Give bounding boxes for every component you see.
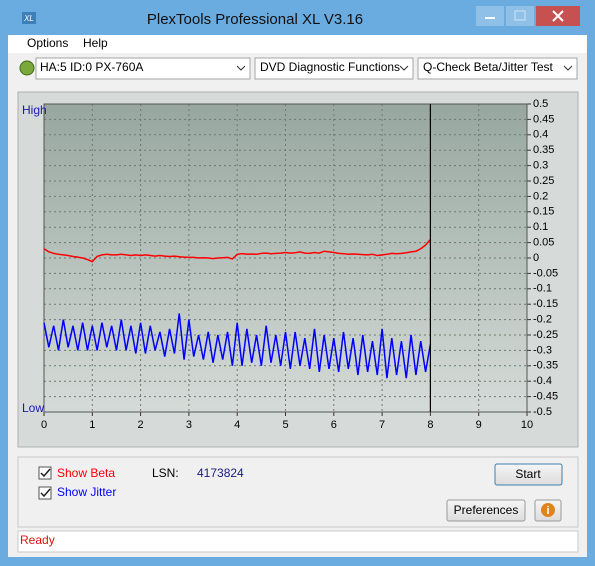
data-line xyxy=(43,313,432,379)
y-tick-label: 0.35 xyxy=(533,144,554,156)
y-tick-label: -0.5 xyxy=(533,406,552,418)
combo-arrow xyxy=(399,65,409,71)
info-icon xyxy=(541,503,555,517)
y-tick-label: -0.25 xyxy=(533,329,558,341)
test-combo[interactable] xyxy=(417,57,578,80)
checkmark xyxy=(40,488,51,498)
y-tick-label: -0.2 xyxy=(533,314,552,326)
x-tick-label: 2 xyxy=(138,419,144,431)
window-title: PlexTools Professional XL V3.16 xyxy=(147,11,363,28)
menu-item[interactable]: Options xyxy=(27,36,68,50)
y-tick-label: -0.4 xyxy=(533,375,552,387)
y-tick-label: 0 xyxy=(533,252,539,264)
menu-bar xyxy=(8,35,587,53)
y-tick-label: 0.15 xyxy=(533,206,554,218)
x-tick-label: 6 xyxy=(331,419,337,431)
y-tick-label: -0.45 xyxy=(533,391,558,403)
y-tick-label: -0.3 xyxy=(533,344,552,356)
low-label: Low xyxy=(22,401,44,415)
y-tick-label: -0.15 xyxy=(533,298,558,310)
show-jitter-label[interactable]: Show Jitter xyxy=(57,485,116,499)
lsn-label: LSN: xyxy=(152,466,179,480)
start-button-text: Start xyxy=(515,467,541,481)
y-tick-label: 0.3 xyxy=(533,160,548,172)
y-tick-label: 0.2 xyxy=(533,190,548,202)
x-tick-label: 8 xyxy=(427,419,433,431)
x-tick-label: 5 xyxy=(282,419,288,431)
combo-arrow xyxy=(563,65,573,71)
show-beta-label[interactable]: Show Beta xyxy=(57,466,115,480)
y-tick-label: 0.25 xyxy=(533,175,554,187)
drive-icon xyxy=(19,60,35,76)
y-tick-label: -0.35 xyxy=(533,360,558,372)
chart: 0.5 0.45 0.4 0.35 0.3 0.25 0.2 0.15 0.1 0.05 0 -0.0… xyxy=(41,98,558,431)
x-tick-label: 10 xyxy=(521,419,533,431)
x-tick-label: 7 xyxy=(379,419,385,431)
maximize-button[interactable] xyxy=(506,6,534,26)
y-tick-label: 0.1 xyxy=(533,221,548,233)
info-icon-text: i xyxy=(546,505,549,517)
y-tick-label: 0.4 xyxy=(533,129,548,141)
close-icon xyxy=(552,10,564,22)
x-tick-label: 4 xyxy=(234,419,240,431)
data-line xyxy=(43,239,431,263)
app-icon-text: XL xyxy=(23,14,34,23)
preferences-button-text: Preferences xyxy=(454,503,519,517)
y-tick-label: -0.1 xyxy=(533,283,552,295)
function-combo[interactable] xyxy=(254,57,414,80)
y-tick-label: -0.05 xyxy=(533,267,558,279)
drive-combo-text: HA:5 ID:0 PX-760A xyxy=(40,60,143,74)
plot-border xyxy=(43,103,528,413)
maximize-icon xyxy=(514,10,526,21)
x-tick-label: 0 xyxy=(41,419,47,431)
start-button[interactable] xyxy=(494,463,563,486)
lsn-value: 4173824 xyxy=(197,466,244,480)
menu-item[interactable]: Help xyxy=(83,36,108,50)
combo-arrow xyxy=(236,65,246,71)
preferences-button[interactable] xyxy=(446,499,526,522)
x-tick-label: 1 xyxy=(89,419,95,431)
y-tick-label: 0.45 xyxy=(533,113,554,125)
test-combo-text: Q-Check Beta/Jitter Test xyxy=(423,60,553,74)
checkmark xyxy=(40,468,51,478)
checkbox[interactable] xyxy=(38,486,52,500)
y-tick-label: 0.5 xyxy=(533,98,548,110)
app-icon xyxy=(22,12,36,24)
y-tick-label: 0.05 xyxy=(533,237,554,249)
minimize-button[interactable] xyxy=(476,6,504,26)
status-bar xyxy=(17,530,579,553)
x-tick-label: 9 xyxy=(476,419,482,431)
high-label: High xyxy=(22,103,47,117)
function-combo-text: DVD Diagnostic Functions xyxy=(260,60,400,74)
checkbox[interactable] xyxy=(38,466,52,480)
x-tick-label: 3 xyxy=(186,419,192,431)
status-text: Ready xyxy=(20,533,55,547)
drive-combo[interactable] xyxy=(35,57,251,80)
